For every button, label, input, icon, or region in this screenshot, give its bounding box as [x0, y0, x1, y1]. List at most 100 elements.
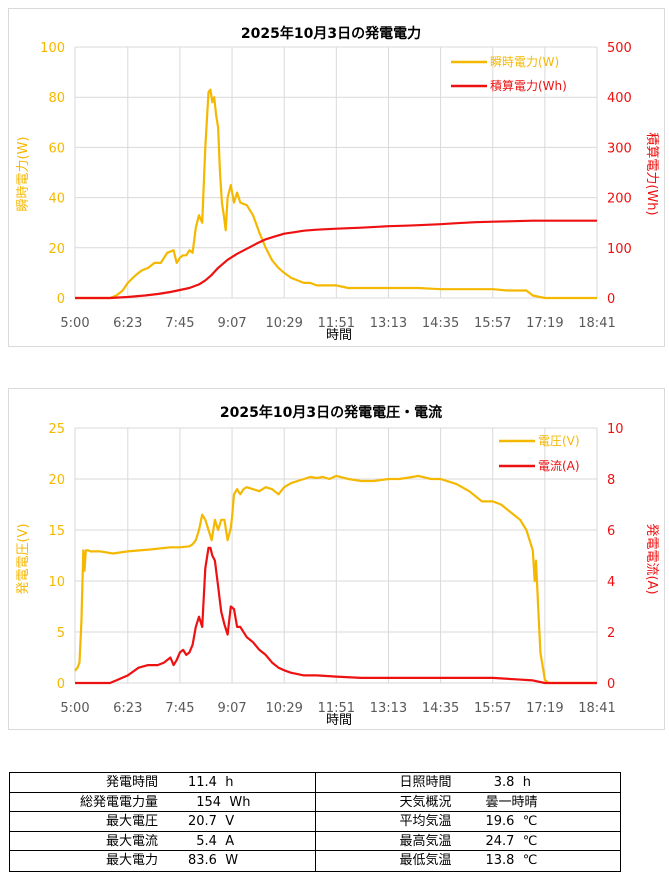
summary-value: 曇一時晴 [485, 794, 538, 810]
summary-label: 天気概況 [399, 794, 452, 810]
y-tick-label: 100 [40, 41, 65, 56]
summary-row: 日照時間 3.8 h [315, 773, 620, 793]
y2-axis-label: 積算電力(Wh) [644, 132, 659, 215]
series-line-secondary [75, 546, 597, 685]
y2-tick-label: 200 [607, 192, 632, 207]
summary-value: 20.7 V [188, 814, 235, 830]
summary-row: 最大電流 5.4 A [10, 832, 315, 852]
y-tick-label: 60 [48, 141, 65, 156]
summary-label: 総発電電力量 [79, 794, 158, 810]
y-tick-label: 0 [57, 292, 65, 307]
summary-value: 83.6 W [188, 853, 239, 869]
summary-left-column: 発電時間 11.4 h 総発電電力量 154 Wh 最大電圧 20.7 V 最大電流… [10, 773, 316, 871]
y2-tick-label: 400 [607, 91, 632, 106]
summary-label: 最低気温 [399, 853, 452, 869]
x-tick-label: 7:45 [165, 316, 194, 331]
summary-right-column: 日照時間 3.8 h 天気概況 曇一時晴 平均気温 19.6 ℃ 最高気温 24.7 … [315, 773, 621, 871]
y2-tick-label: 4 [607, 575, 615, 590]
y2-tick-label: 2 [607, 626, 615, 641]
legend: 瞬時電力(W) 積算電力(Wh) [451, 55, 567, 93]
x-axis-label: 時間 [326, 328, 352, 343]
summary-label: 発電時間 [105, 775, 158, 790]
x-tick-label: 6:23 [113, 701, 142, 716]
voltage-current-chart: 5:00 6:23 7:45 9:07 10:29 11:51 13:13 14:35 15:5… [16, 404, 659, 728]
y2-tick-label: 100 [607, 242, 632, 257]
summary-row: 天気概況 曇一時晴 [315, 793, 620, 813]
summary-value: 5.4 A [188, 833, 235, 849]
x-tick-label: 18:41 [578, 701, 615, 716]
y2-tick-label: 0 [607, 677, 615, 692]
summary-value: 11.4 h [188, 775, 234, 790]
x-tick-label: 15:57 [474, 316, 511, 331]
series-line-primary [74, 474, 597, 685]
summary-label: 最大電圧 [105, 814, 158, 830]
y-tick-label: 40 [48, 192, 65, 207]
x-tick-label: 15:57 [474, 701, 511, 716]
summary-value: 19.6 ℃ [485, 814, 538, 830]
y-tick-label: 10 [48, 575, 65, 590]
summary-value: 13.8 ℃ [485, 853, 538, 869]
legend-label-instant: 瞬時電力(W) [490, 55, 559, 69]
summary-label: 平均気温 [399, 814, 452, 830]
y-tick-label: 25 [48, 422, 65, 437]
legend-label-voltage: 電圧(V) [538, 434, 580, 448]
x-tick-label: 10:29 [265, 316, 302, 331]
summary-value: 3.8 h [485, 775, 531, 790]
x-tick-label: 5:00 [60, 316, 89, 331]
voltage-current-chart-panel: 5:00 6:23 7:45 9:07 10:29 11:51 13:13 14:35 15:5… [8, 388, 665, 730]
y-tick-label: 80 [48, 91, 65, 106]
x-axis-label: 時間 [326, 713, 352, 728]
power-chart: 5:00 6:23 7:45 9:07 10:29 11:51 13:13 14:35 15:5… [16, 25, 659, 343]
y-tick-label: 20 [48, 242, 65, 257]
y2-tick-label: 0 [607, 292, 615, 307]
chart-title: 2025年10月3日の発電電圧・電流 [220, 404, 442, 421]
summary-row: 平均気温 19.6 ℃ [315, 812, 620, 832]
x-tick-label: 14:35 [422, 316, 459, 331]
y2-tick-label: 300 [607, 141, 632, 156]
power-chart-panel: 5:00 6:23 7:45 9:07 10:29 11:51 13:13 14:35 15:5… [8, 8, 665, 347]
y-tick-label: 20 [48, 473, 65, 488]
chart-title: 2025年10月3日の発電電力 [241, 25, 421, 42]
summary-table: 発電時間 11.4 h 総発電電力量 154 Wh 最大電圧 20.7 V 最大電流… [9, 772, 621, 872]
x-tick-label: 9:07 [217, 316, 246, 331]
summary-row: 総発電電力量 154 Wh [10, 793, 315, 813]
x-tick-label: 11:51 [318, 701, 355, 716]
x-tick-label: 10:29 [265, 701, 302, 716]
summary-row: 最高気温 24.7 ℃ [315, 832, 620, 852]
summary-label: 最大電力 [105, 853, 158, 869]
summary-row: 最大電圧 20.7 V [10, 812, 315, 832]
summary-label: 最高気温 [399, 833, 452, 849]
series-line-secondary [75, 219, 597, 300]
summary-label: 最大電流 [105, 833, 158, 849]
legend-label-cumulative: 積算電力(Wh) [490, 78, 567, 93]
x-tick-label: 18:41 [578, 316, 615, 331]
y2-tick-label: 8 [607, 473, 615, 488]
x-tick-label: 14:35 [422, 701, 459, 716]
y2-tick-label: 10 [607, 422, 624, 437]
y-tick-label: 5 [57, 626, 65, 641]
summary-row: 最大電力 83.6 W [10, 851, 315, 871]
y2-tick-label: 500 [607, 41, 632, 56]
y2-tick-label: 6 [607, 524, 615, 539]
x-tick-label: 6:23 [113, 316, 142, 331]
y-axis-label: 瞬時電力(W) [16, 137, 31, 212]
summary-label: 日照時間 [399, 775, 452, 790]
summary-value: 24.7 ℃ [485, 833, 538, 849]
x-tick-label: 17:19 [526, 316, 563, 331]
y-axis-label: 発電電圧(V) [16, 523, 31, 594]
x-tick-label: 17:19 [526, 701, 563, 716]
x-tick-label: 11:51 [318, 316, 355, 331]
x-tick-label: 5:00 [60, 701, 89, 716]
x-tick-label: 7:45 [165, 701, 194, 716]
y2-axis-label: 発電電流(A) [644, 523, 659, 594]
y-tick-label: 0 [57, 677, 65, 692]
x-tick-label: 13:13 [370, 316, 407, 331]
summary-value: 154 Wh [188, 794, 251, 810]
x-tick-label: 13:13 [370, 701, 407, 716]
series-line-primary [75, 88, 597, 300]
summary-row: 発電時間 11.4 h [10, 773, 315, 793]
x-tick-label: 9:07 [217, 701, 246, 716]
summary-row: 最低気温 13.8 ℃ [316, 851, 621, 871]
legend: 電圧(V) 電流(A) [499, 434, 580, 473]
y-tick-label: 15 [48, 524, 65, 539]
